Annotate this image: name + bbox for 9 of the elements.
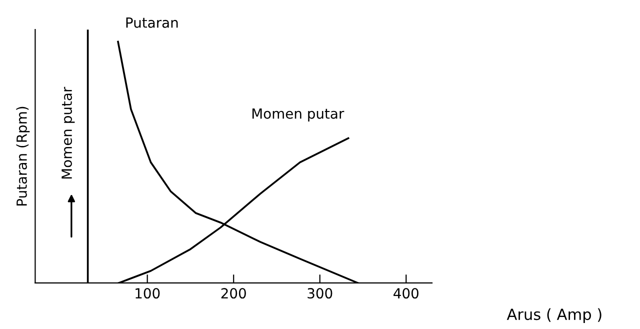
- x-axis-title: Arus ( Amp ): [506, 308, 602, 324]
- x-tick-label: 400: [394, 288, 418, 299]
- y2-axis-title: Momen putar: [62, 86, 75, 179]
- series-label: Putaran: [126, 18, 178, 28]
- x-tick-label: 300: [308, 288, 332, 299]
- x-tick-label: 200: [221, 288, 246, 299]
- y-axis-title: Putaran (Rpm): [16, 106, 30, 206]
- x-tick-label: 100: [136, 288, 160, 299]
- series-label: Momen putar: [252, 108, 344, 122]
